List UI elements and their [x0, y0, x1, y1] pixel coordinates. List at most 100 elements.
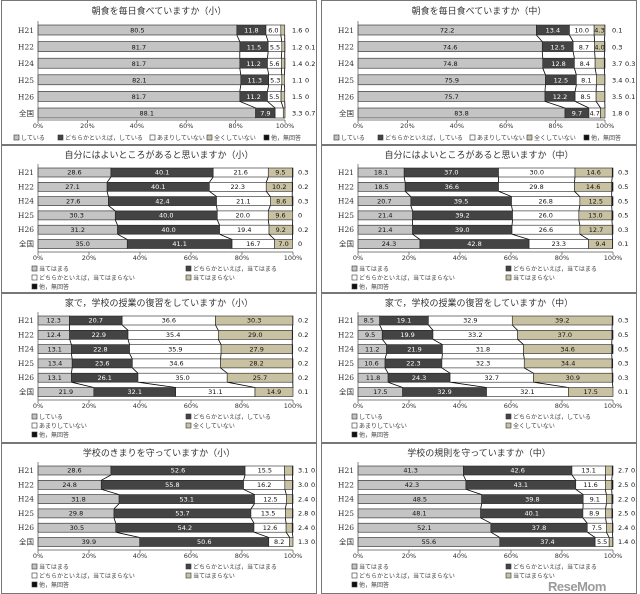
- connector-line: [265, 34, 269, 42]
- connector-line: [250, 517, 255, 524]
- connector-line: [574, 84, 577, 92]
- data-label: 35.0: [175, 374, 189, 382]
- data-label: 0.3: [618, 317, 628, 325]
- data-label: 9.6: [275, 212, 285, 220]
- data-label: 23.3: [552, 240, 566, 248]
- stacked-bar-chart: 学校の規則を守っていますか（中）H2141.342.613.12.70.3H22…: [338, 447, 636, 589]
- stacked-bar-chart: 自分にはよいところがあると思いますか（小） H21 28.6 40.1 21.6 9.5 0…: [18, 149, 308, 291]
- data-label: 37.0: [558, 331, 572, 339]
- chart-title: 学校の規則を守っていますか（中）: [407, 447, 551, 459]
- data-label: 0.3: [618, 226, 628, 234]
- x-tick-label: 60%: [184, 254, 198, 262]
- x-tick-label: 0%: [33, 254, 43, 262]
- connector-line: [574, 176, 576, 183]
- data-label: 1.8: [612, 110, 622, 118]
- connector-line: [108, 205, 116, 212]
- legend-swatch: [263, 134, 270, 141]
- data-label: 3.1: [298, 467, 308, 475]
- data-label: 32.3: [476, 360, 490, 368]
- data-label: 10.2: [272, 183, 286, 191]
- legend-swatch: [31, 422, 38, 429]
- connector-line: [480, 517, 492, 524]
- data-label: 16.7: [246, 240, 260, 248]
- connector-line: [605, 503, 607, 509]
- category-label: H22: [338, 330, 354, 339]
- connector-line: [209, 190, 217, 197]
- data-label: 50.6: [197, 538, 211, 546]
- legend-label: どちらかといえば，している: [513, 413, 591, 421]
- chart-panel: 学校の規則を守っていますか（中）H2141.342.613.12.70.3H22…: [321, 443, 637, 594]
- data-label: 39.0: [455, 226, 469, 234]
- connector-line: [381, 339, 387, 345]
- x-tick-label: 60%: [504, 552, 518, 560]
- data-label: 3.4: [612, 77, 622, 85]
- data-label: 2.4: [298, 524, 308, 532]
- category-label: H24: [18, 59, 34, 68]
- x-tick-label: 80%: [555, 402, 569, 410]
- bar-segment: [281, 74, 285, 86]
- connector-line: [71, 367, 73, 374]
- data-label: 74.8: [443, 60, 457, 68]
- data-label: 2.4: [298, 495, 308, 503]
- connector-line: [113, 517, 117, 524]
- data-label: 37.4: [540, 538, 554, 546]
- data-label: 74.6: [443, 43, 457, 51]
- x-tick-label: 100%: [284, 552, 303, 560]
- category-label: H25: [338, 211, 354, 220]
- x-tick-label: 60%: [179, 122, 193, 130]
- legend-label: 全くしていない: [534, 134, 576, 142]
- data-label: 18.5: [374, 183, 388, 191]
- data-label: 54.2: [178, 524, 192, 532]
- data-label: 26.0: [538, 212, 552, 220]
- data-label: 3.5: [612, 93, 622, 101]
- legend-swatch: [377, 134, 384, 141]
- x-tick-label: 20%: [80, 122, 94, 130]
- legend-label: 他，無回答: [39, 431, 69, 439]
- data-label: 2.2: [618, 495, 628, 503]
- x-tick-label: 0%: [33, 122, 43, 130]
- chart-panel: 家で，学校の授業の復習をしていますか（中） H21 8.5 19.1 32.9 39.2 0…: [321, 293, 637, 443]
- data-label: 40.1: [155, 169, 169, 177]
- data-label: 4.7: [590, 110, 600, 118]
- data-label: 3.3: [292, 110, 302, 118]
- data-label: 0.1: [612, 27, 622, 35]
- connector-line: [71, 353, 73, 359]
- connector-line: [465, 488, 482, 495]
- connector-line: [113, 503, 120, 510]
- data-label: 12.4: [47, 331, 61, 339]
- data-label: 48.5: [413, 495, 427, 503]
- x-tick-label: 100%: [604, 552, 623, 560]
- connector-line: [511, 233, 530, 240]
- connector-line: [121, 324, 129, 331]
- data-label: 42.8: [467, 240, 481, 248]
- connector-line: [605, 517, 607, 524]
- connector-line: [410, 205, 413, 212]
- legend-swatch: [351, 265, 358, 272]
- connector-line: [387, 381, 403, 388]
- bar-segment: [254, 387, 294, 397]
- connector-line: [536, 34, 543, 42]
- category-label: H21: [338, 168, 354, 177]
- bar-segment: [611, 210, 614, 221]
- connector-line: [574, 191, 581, 197]
- x-tick-label: 40%: [133, 402, 147, 410]
- connector-line: [280, 84, 283, 92]
- x-tick-label: 20%: [82, 552, 96, 560]
- data-label: 21.9: [59, 388, 73, 396]
- bar-segment: [611, 224, 614, 235]
- data-label: 0.1: [631, 538, 636, 546]
- data-label: 3.7: [612, 60, 622, 68]
- bar-segment: [611, 372, 614, 383]
- data-label: 0.5: [631, 481, 636, 489]
- data-label: 42.6: [510, 467, 524, 475]
- data-label: 18.1: [374, 169, 388, 177]
- legend-swatch: [351, 283, 358, 290]
- data-label: 31.8: [476, 345, 490, 353]
- bar-segment: [292, 479, 294, 490]
- legend-swatch: [185, 422, 192, 429]
- connector-line: [137, 381, 176, 388]
- data-label: 36.6: [162, 317, 176, 325]
- connector-line: [462, 474, 467, 481]
- data-label: 1.5: [292, 93, 302, 101]
- legend-swatch: [351, 431, 358, 438]
